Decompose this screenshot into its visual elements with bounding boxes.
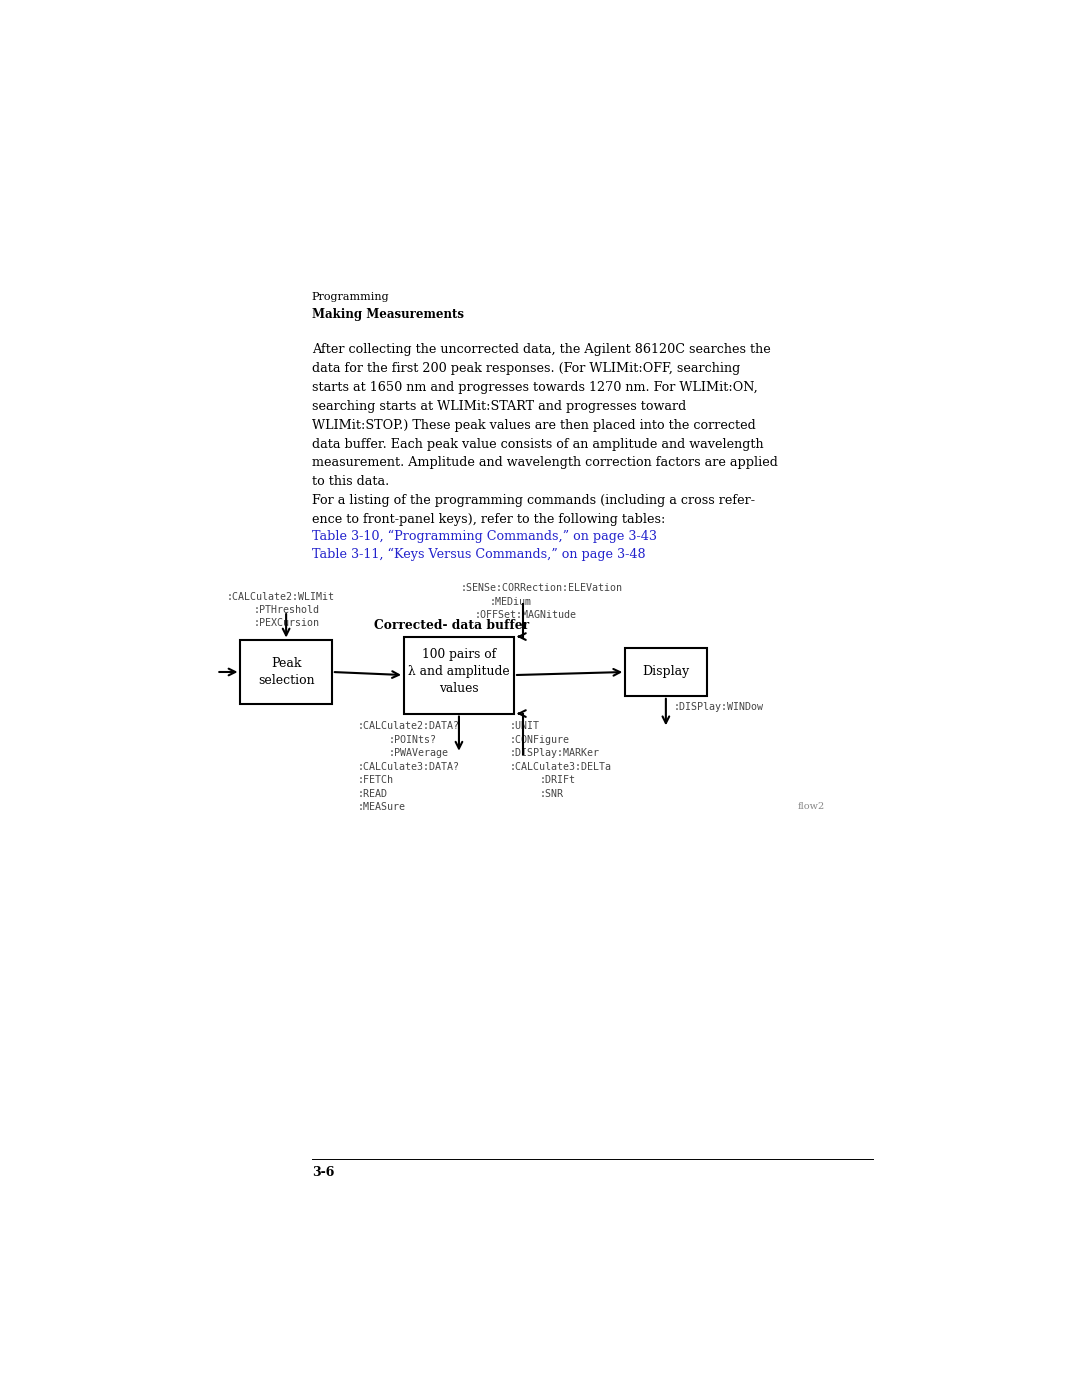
Text: :CALCulate3:DELTa: :CALCulate3:DELTa — [510, 761, 612, 771]
Text: :DISPlay:WINDow: :DISPlay:WINDow — [674, 703, 764, 712]
Text: 100 pairs of
λ and amplitude
values: 100 pairs of λ and amplitude values — [408, 648, 510, 696]
Text: 3-6: 3-6 — [312, 1166, 334, 1179]
Text: data for the first 200 peak responses. (For WLIMit:OFF, searching: data for the first 200 peak responses. (… — [312, 362, 740, 376]
Text: :MEASure: :MEASure — [357, 802, 405, 812]
Text: ence to front-panel keys), refer to the following tables:: ence to front-panel keys), refer to the … — [312, 513, 665, 527]
Text: :SNR: :SNR — [540, 789, 564, 799]
Text: :CALCulate3:DATA?: :CALCulate3:DATA? — [357, 761, 459, 771]
Text: :FETCh: :FETCh — [357, 775, 393, 785]
Text: :PWAVerage: :PWAVerage — [389, 749, 448, 759]
Text: searching starts at WLIMit:START and progresses toward: searching starts at WLIMit:START and pro… — [312, 400, 686, 414]
Text: :PEXCursion: :PEXCursion — [254, 617, 320, 629]
Text: :MEDium: :MEDium — [490, 597, 532, 606]
Text: Making Measurements: Making Measurements — [312, 307, 463, 321]
Text: data buffer. Each peak value consists of an amplitude and wavelength: data buffer. Each peak value consists of… — [312, 437, 764, 451]
Text: :CONFigure: :CONFigure — [510, 735, 570, 745]
Text: Display: Display — [643, 665, 689, 679]
Text: :CALCulate2:DATA?: :CALCulate2:DATA? — [357, 721, 459, 731]
Text: :PTHreshold: :PTHreshold — [254, 605, 320, 616]
Text: :SENSe:CORRection:ELEVation: :SENSe:CORRection:ELEVation — [460, 584, 622, 594]
Text: :DISPlay:MARKer: :DISPlay:MARKer — [510, 749, 600, 759]
Text: starts at 1650 nm and progresses towards 1270 nm. For WLIMit:ON,: starts at 1650 nm and progresses towards… — [312, 381, 757, 394]
Text: WLIMit:STOP.) These peak values are then placed into the corrected: WLIMit:STOP.) These peak values are then… — [312, 419, 755, 432]
Text: Programming: Programming — [312, 292, 389, 302]
Bar — [404, 637, 514, 714]
Text: flow2: flow2 — [798, 802, 825, 810]
Text: Peak
selection: Peak selection — [258, 657, 314, 687]
Bar — [625, 648, 706, 696]
Text: :POINts?: :POINts? — [389, 735, 436, 745]
Text: to this data.: to this data. — [312, 475, 389, 489]
Text: :READ: :READ — [357, 789, 388, 799]
Text: For a listing of the programming commands (including a cross refer-: For a listing of the programming command… — [312, 495, 755, 507]
Text: :CALCulate2:WLIMit: :CALCulate2:WLIMit — [227, 592, 335, 602]
Bar — [241, 640, 332, 704]
Text: Corrected- data buffer: Corrected- data buffer — [374, 619, 529, 631]
Text: :OFFSet:MAGNitude: :OFFSet:MAGNitude — [474, 609, 577, 620]
Text: measurement. Amplitude and wavelength correction factors are applied: measurement. Amplitude and wavelength co… — [312, 457, 778, 469]
Text: :UNIT: :UNIT — [510, 721, 540, 731]
Text: Table 3-10, “Programming Commands,” on page 3-43: Table 3-10, “Programming Commands,” on p… — [312, 529, 657, 542]
Text: After collecting the uncorrected data, the Agilent 86120C searches the: After collecting the uncorrected data, t… — [312, 344, 770, 356]
Text: Table 3-11, “Keys Versus Commands,” on page 3-48: Table 3-11, “Keys Versus Commands,” on p… — [312, 548, 646, 562]
Text: :DRIFt: :DRIFt — [540, 775, 576, 785]
